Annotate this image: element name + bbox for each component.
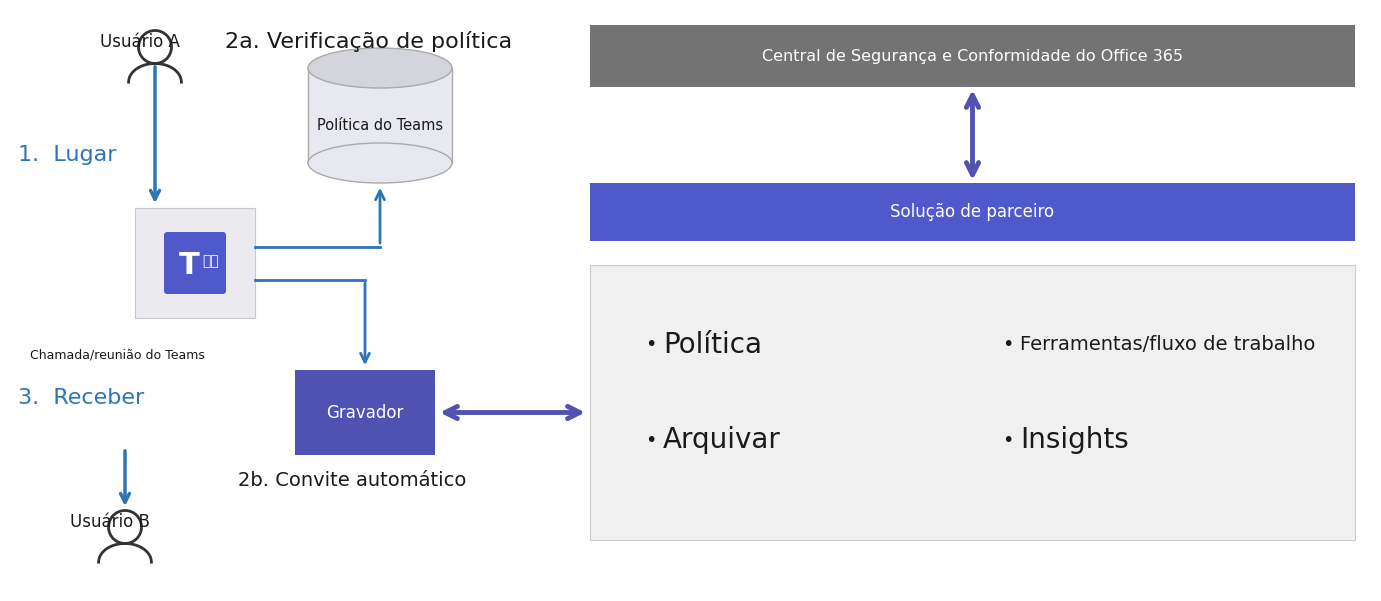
Text: 2b. Convite automático: 2b. Convite automático xyxy=(238,471,467,489)
Text: Gravador: Gravador xyxy=(326,403,403,421)
Text: Insights: Insights xyxy=(1021,426,1130,454)
Bar xyxy=(308,68,452,163)
Text: Chamada/reunião do Teams: Chamada/reunião do Teams xyxy=(30,349,204,361)
Bar xyxy=(590,25,1355,87)
Text: ꜀꜀: ꜀꜀ xyxy=(203,254,220,268)
Text: T: T xyxy=(178,251,199,279)
Bar xyxy=(296,370,435,455)
Bar xyxy=(135,208,255,318)
Text: Solução de parceiro: Solução de parceiro xyxy=(891,203,1055,221)
Text: Usuário B: Usuário B xyxy=(70,513,151,531)
Text: Arquivar: Arquivar xyxy=(663,426,780,454)
Text: •: • xyxy=(1003,335,1014,355)
Ellipse shape xyxy=(308,143,452,183)
Text: Central de Segurança e Conformidade do Office 365: Central de Segurança e Conformidade do O… xyxy=(762,49,1184,64)
FancyBboxPatch shape xyxy=(164,232,226,294)
Text: •: • xyxy=(645,335,656,355)
Text: •: • xyxy=(1003,430,1014,450)
Text: •: • xyxy=(645,430,656,450)
Bar xyxy=(590,183,1355,241)
Text: 2a. Verificação de política: 2a. Verificação de política xyxy=(225,31,512,52)
Text: 1.  Lugar: 1. Lugar xyxy=(18,145,116,165)
Text: Política: Política xyxy=(663,331,762,359)
Ellipse shape xyxy=(308,48,452,88)
Text: 3.  Receber: 3. Receber xyxy=(18,388,144,408)
Text: Ferramentas/fluxo de trabalho: Ferramentas/fluxo de trabalho xyxy=(1021,335,1316,355)
Text: Política do Teams: Política do Teams xyxy=(316,118,443,133)
Bar xyxy=(590,265,1355,540)
Text: Usuário A: Usuário A xyxy=(99,33,180,51)
